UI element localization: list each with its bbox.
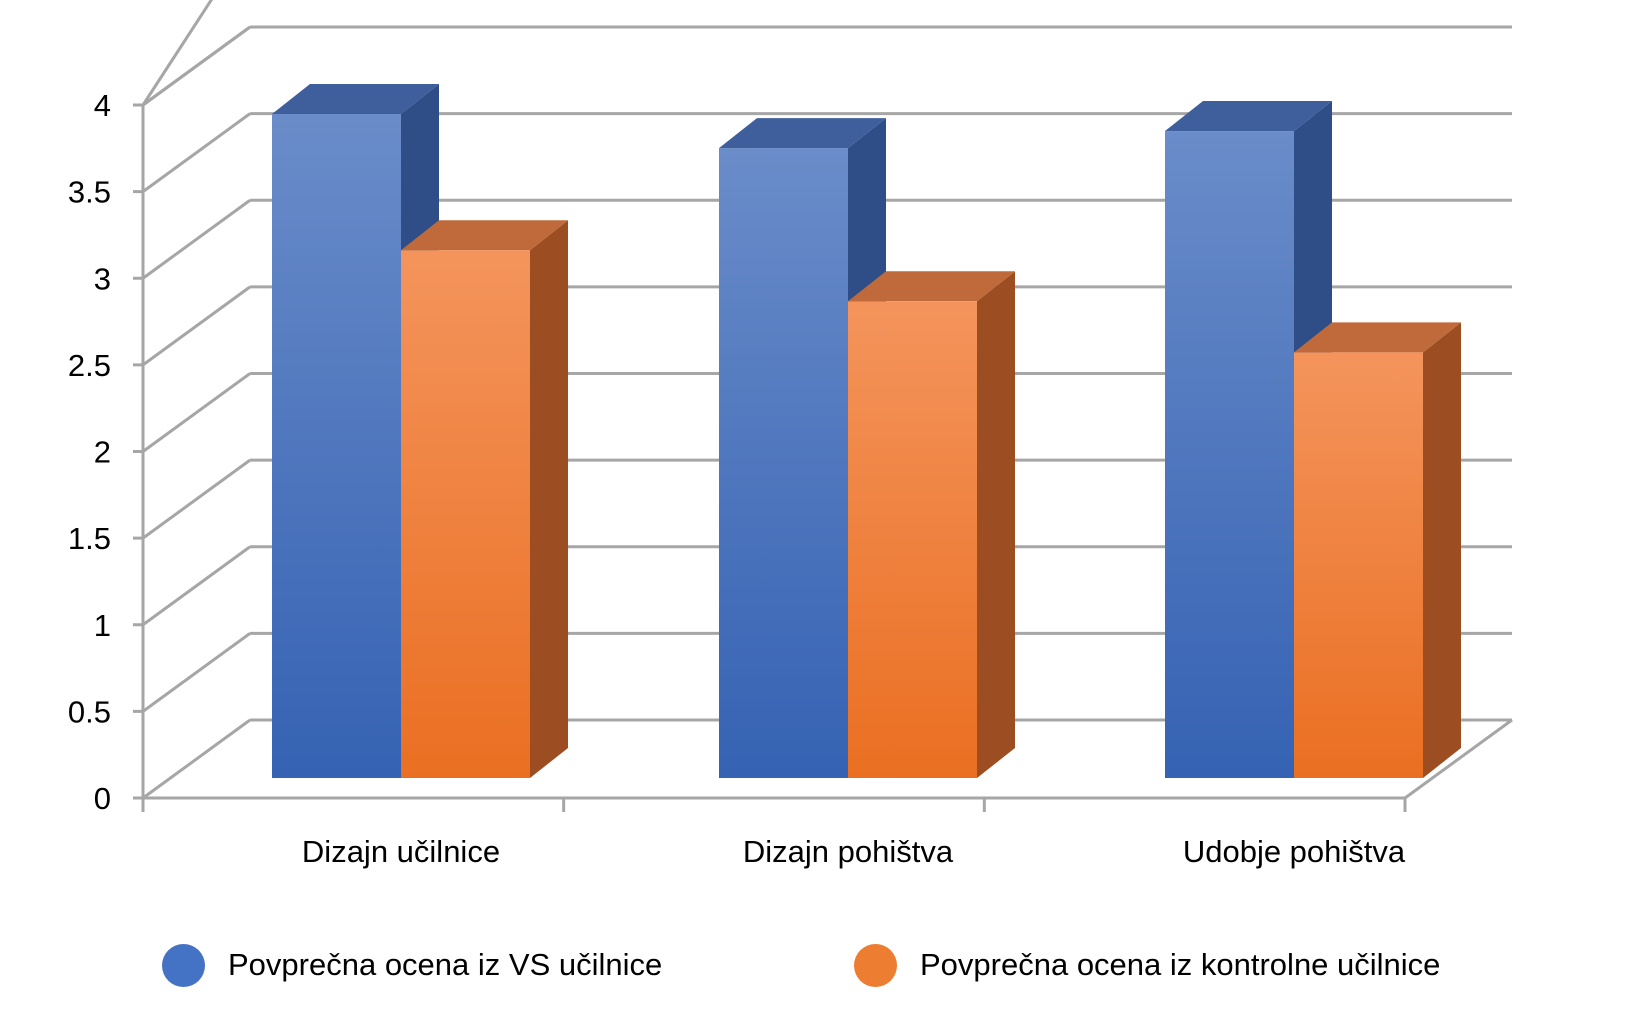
bar-top-series-2-cat-3 xyxy=(1294,322,1461,353)
x-tick-labels: Dizajn učilnice Dizajn pohištva Udobje poh… xyxy=(302,834,1406,869)
chart: 00.511.522.533.54 Dizajn učilnice Dizajn … xyxy=(68,0,1513,869)
bar-series-2-cat-1 xyxy=(401,250,530,779)
bar-series-2-cat-3 xyxy=(1294,352,1423,778)
y-tick-label: 4 xyxy=(94,88,111,123)
y-tick-label: 2.5 xyxy=(68,348,111,383)
bars xyxy=(272,84,1461,779)
bar-top-series-1-cat-1 xyxy=(272,84,439,115)
side-gridline xyxy=(142,632,251,713)
bar-series-1-cat-1 xyxy=(272,114,401,778)
x-tick-label: Dizajn pohištva xyxy=(743,834,954,869)
y-tick-label: 0 xyxy=(94,781,111,816)
x-tick-label: Dizajn učilnice xyxy=(302,834,500,869)
legend: Povprečna ocena iz VS učilnice Povprečna… xyxy=(0,930,1651,1000)
bar-side-series-2-cat-2 xyxy=(977,271,1015,778)
side-gridline xyxy=(142,285,251,367)
y-tick-label: 3.5 xyxy=(68,175,111,210)
side-gridline xyxy=(142,372,251,453)
side-gridline xyxy=(142,112,251,193)
side-gridline xyxy=(142,458,251,540)
axes xyxy=(133,103,1407,812)
legend-item-series-2: Povprečna ocena iz kontrolne učilnice xyxy=(854,930,1440,1000)
side-gridline xyxy=(142,25,251,107)
bar-side-series-2-cat-3 xyxy=(1423,322,1461,778)
legend-item-series-1: Povprečna ocena iz VS učilnice xyxy=(162,930,662,1000)
y-tick-labels: 0 0.5 1 1.5 2 2.5 3 3.5 4 xyxy=(68,88,111,816)
bar-top-series-1-cat-3 xyxy=(1165,101,1332,132)
legend-swatch-blue xyxy=(162,943,205,987)
y-tick-label: 1.5 xyxy=(68,521,111,556)
side-gridline xyxy=(142,199,251,280)
bar-top-series-2-cat-1 xyxy=(401,220,568,251)
side-gridline xyxy=(142,718,251,800)
bar-top-series-1-cat-2 xyxy=(719,118,886,149)
bar-series-1-cat-3 xyxy=(1165,131,1294,779)
y-tick-label: 3 xyxy=(94,261,111,296)
y-tick-label: 2 xyxy=(94,435,111,470)
legend-label-series-2: Povprečna ocena iz kontrolne učilnice xyxy=(920,947,1441,982)
y-tick-label: 0.5 xyxy=(68,694,111,729)
legend-swatch-orange xyxy=(854,943,897,987)
y-tick-label: 1 xyxy=(94,608,111,643)
bar-series-2-cat-2 xyxy=(848,301,977,778)
bar-side-series-2-cat-1 xyxy=(530,220,568,779)
x-tick-label: Udobje pohištva xyxy=(1183,834,1406,869)
side-wall-extension xyxy=(141,0,214,106)
floor-right-edge xyxy=(1404,718,1513,800)
bar-series-1-cat-2 xyxy=(719,148,848,778)
legend-label-series-1: Povprečna ocena iz VS učilnice xyxy=(228,947,663,982)
side-gridline xyxy=(142,545,251,626)
bar-top-series-2-cat-2 xyxy=(848,271,1015,302)
